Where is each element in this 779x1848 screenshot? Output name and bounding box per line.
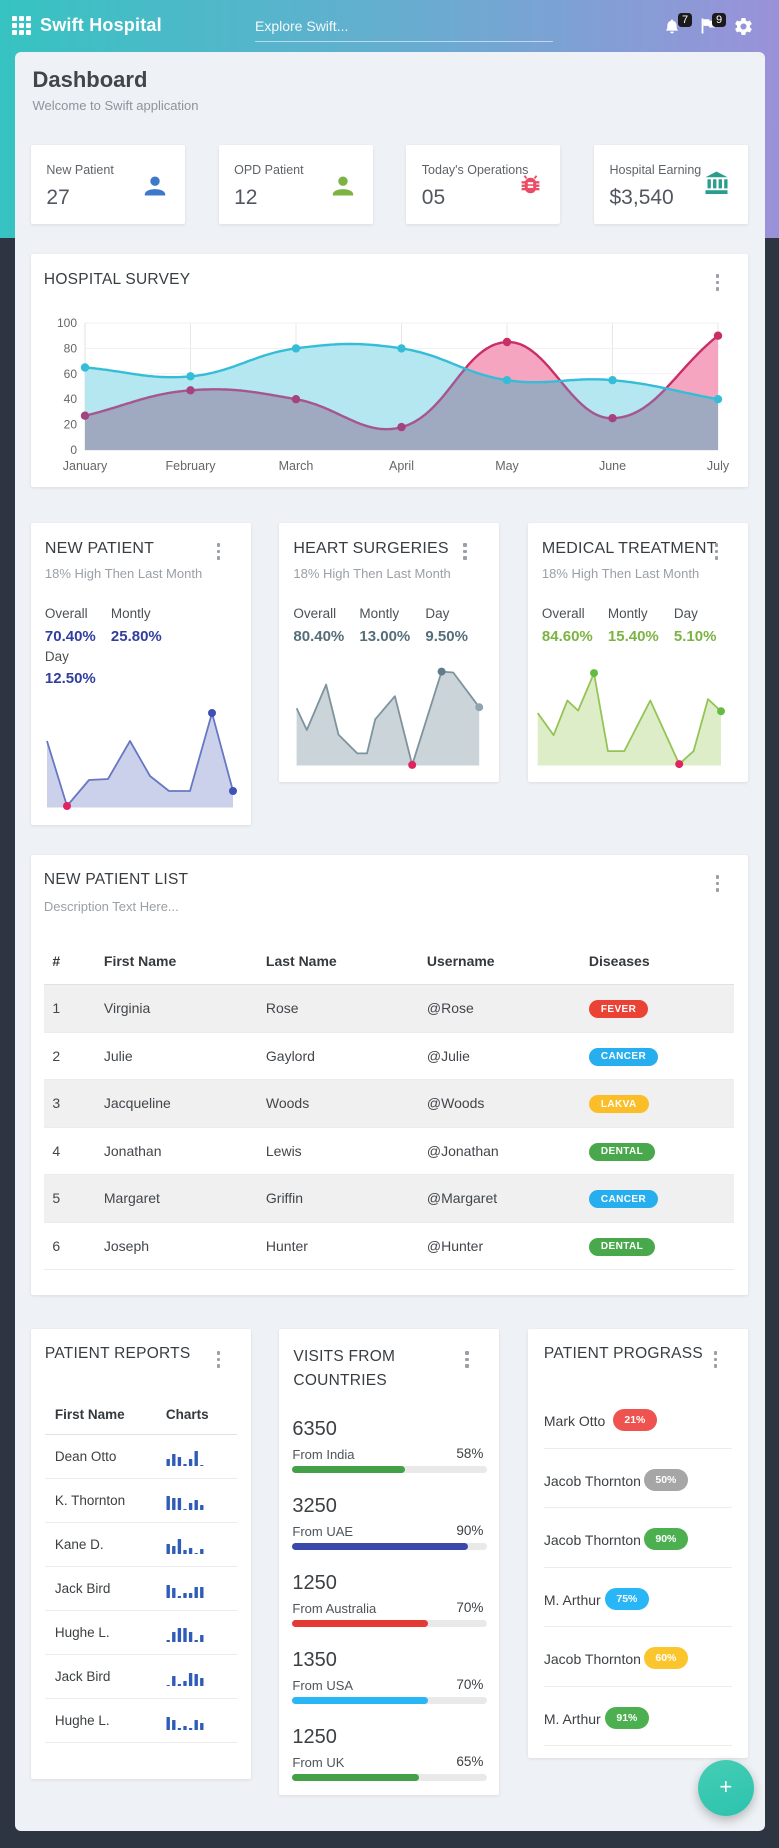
svg-text:0: 0 [70,443,77,457]
svg-text:100: 100 [57,316,77,330]
svg-text:June: June [599,459,626,473]
svg-text:February: February [165,459,216,473]
svg-text:March: March [279,459,314,473]
svg-text:January: January [63,459,108,473]
svg-text:April: April [389,459,414,473]
svg-text:20: 20 [64,418,78,432]
svg-text:May: May [495,459,519,473]
svg-text:July: July [707,459,730,473]
svg-text:40: 40 [64,392,78,406]
svg-text:80: 80 [64,341,78,355]
svg-text:60: 60 [64,367,78,381]
